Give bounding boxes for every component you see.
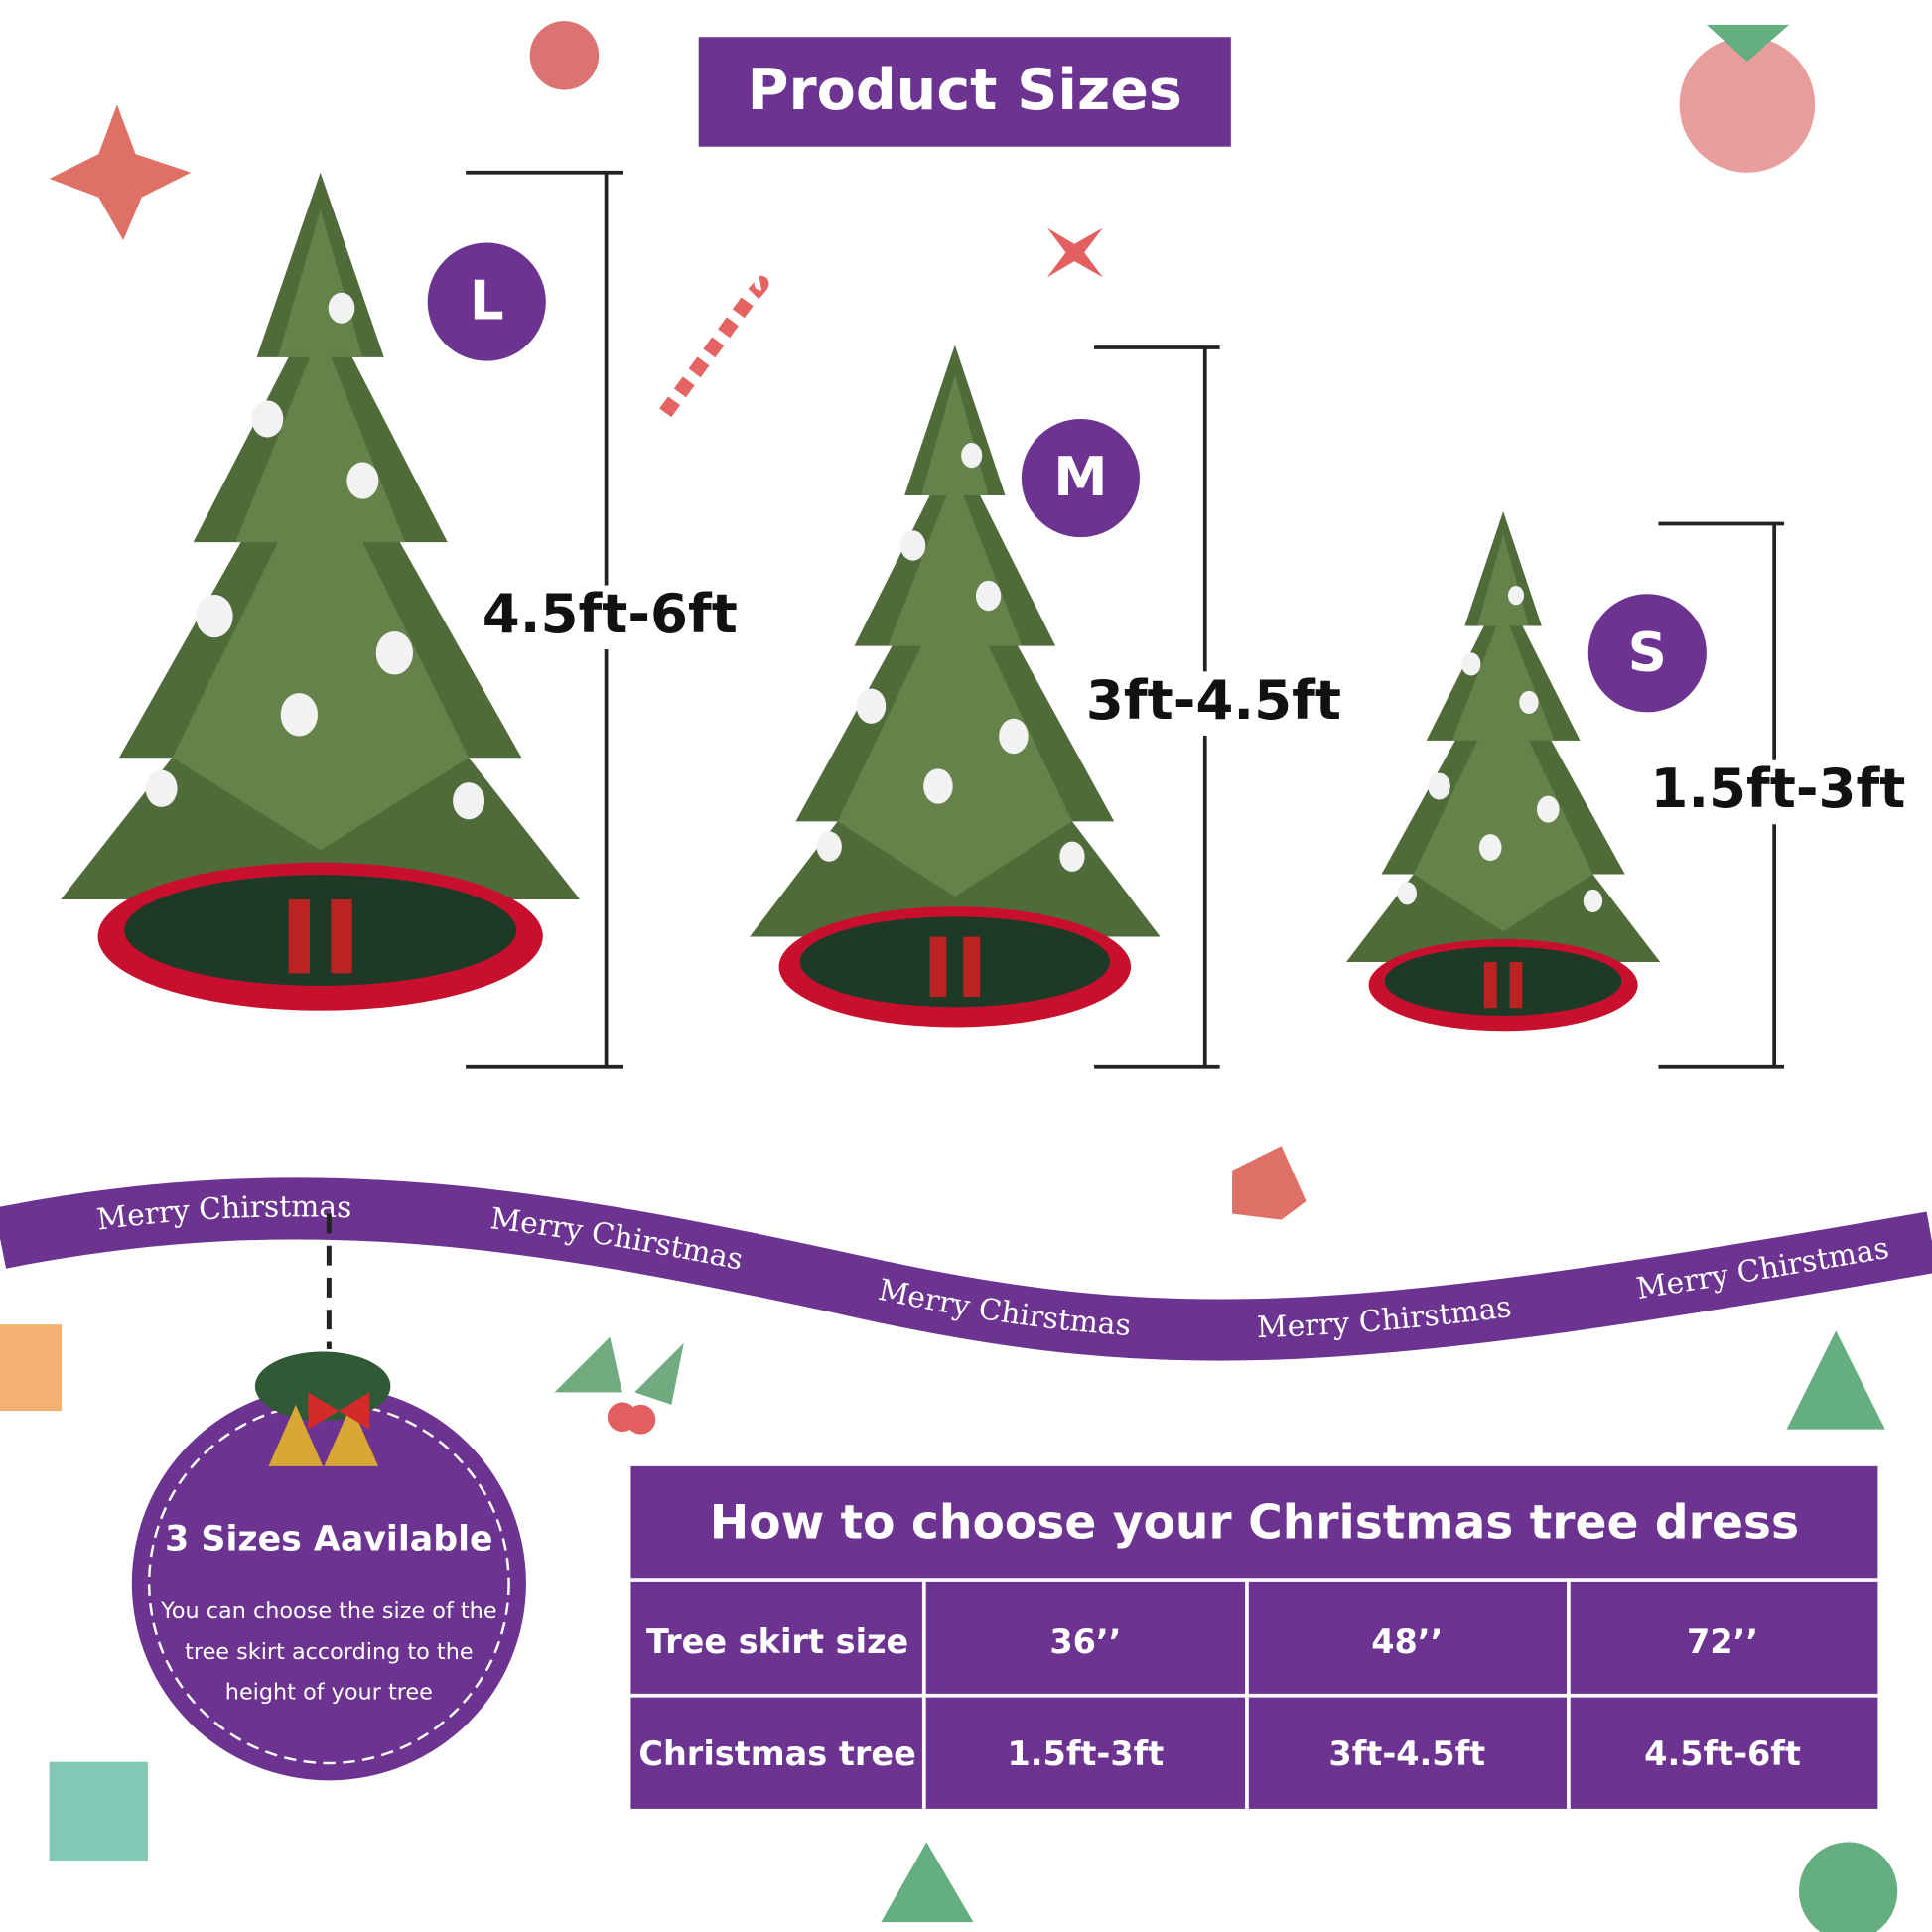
page-title: Product Sizes bbox=[748, 58, 1182, 123]
table-cell: 36’’ bbox=[1049, 1622, 1121, 1661]
table-cell: 4.5ft-6ft bbox=[1644, 1734, 1801, 1773]
label-bg bbox=[1663, 759, 1892, 825]
size-letter: L bbox=[470, 269, 504, 333]
table-cell: 1.5ft-3ft bbox=[1008, 1734, 1165, 1773]
tree-small bbox=[1345, 511, 1661, 1032]
table-cell: 3ft-4.5ft bbox=[1328, 1734, 1485, 1773]
height-label: 4.5ft-6ft bbox=[483, 582, 738, 645]
table-bg bbox=[630, 1465, 1878, 1809]
size-badge bbox=[1021, 418, 1140, 538]
table-title: How to choose your Christmas tree dress bbox=[710, 1495, 1799, 1550]
ribbon bbox=[0, 1177, 1932, 1361]
size-letter: S bbox=[1628, 620, 1667, 683]
table-cell: 48’’ bbox=[1371, 1622, 1443, 1661]
badge-border bbox=[147, 1402, 510, 1765]
decorations bbox=[0, 21, 1898, 1932]
badge-text: You can choose the size of the bbox=[160, 1598, 496, 1624]
badge-title: 3 Sizes Aavilable bbox=[165, 1519, 492, 1559]
size-letter: M bbox=[1053, 445, 1107, 508]
label-bg bbox=[1096, 671, 1331, 736]
badge-text: height of your tree bbox=[225, 1680, 433, 1706]
size-badge bbox=[427, 242, 546, 361]
table-cell: Christmas tree bbox=[638, 1734, 915, 1773]
height-label: 3ft-4.5ft bbox=[1086, 668, 1341, 732]
size-table: How to choose your Christmas tree dress … bbox=[630, 1465, 1878, 1809]
height-label: 1.5ft-3ft bbox=[1650, 757, 1905, 820]
title-banner bbox=[698, 37, 1231, 147]
label-bg bbox=[492, 585, 728, 650]
badge-text: tree skirt according to the bbox=[185, 1639, 473, 1665]
info-badge bbox=[131, 1386, 526, 1781]
size-badge bbox=[1587, 594, 1707, 713]
bells bbox=[254, 1351, 391, 1466]
table-cell: 72’’ bbox=[1687, 1622, 1758, 1661]
table-cell: Tree skirt size bbox=[646, 1622, 908, 1661]
